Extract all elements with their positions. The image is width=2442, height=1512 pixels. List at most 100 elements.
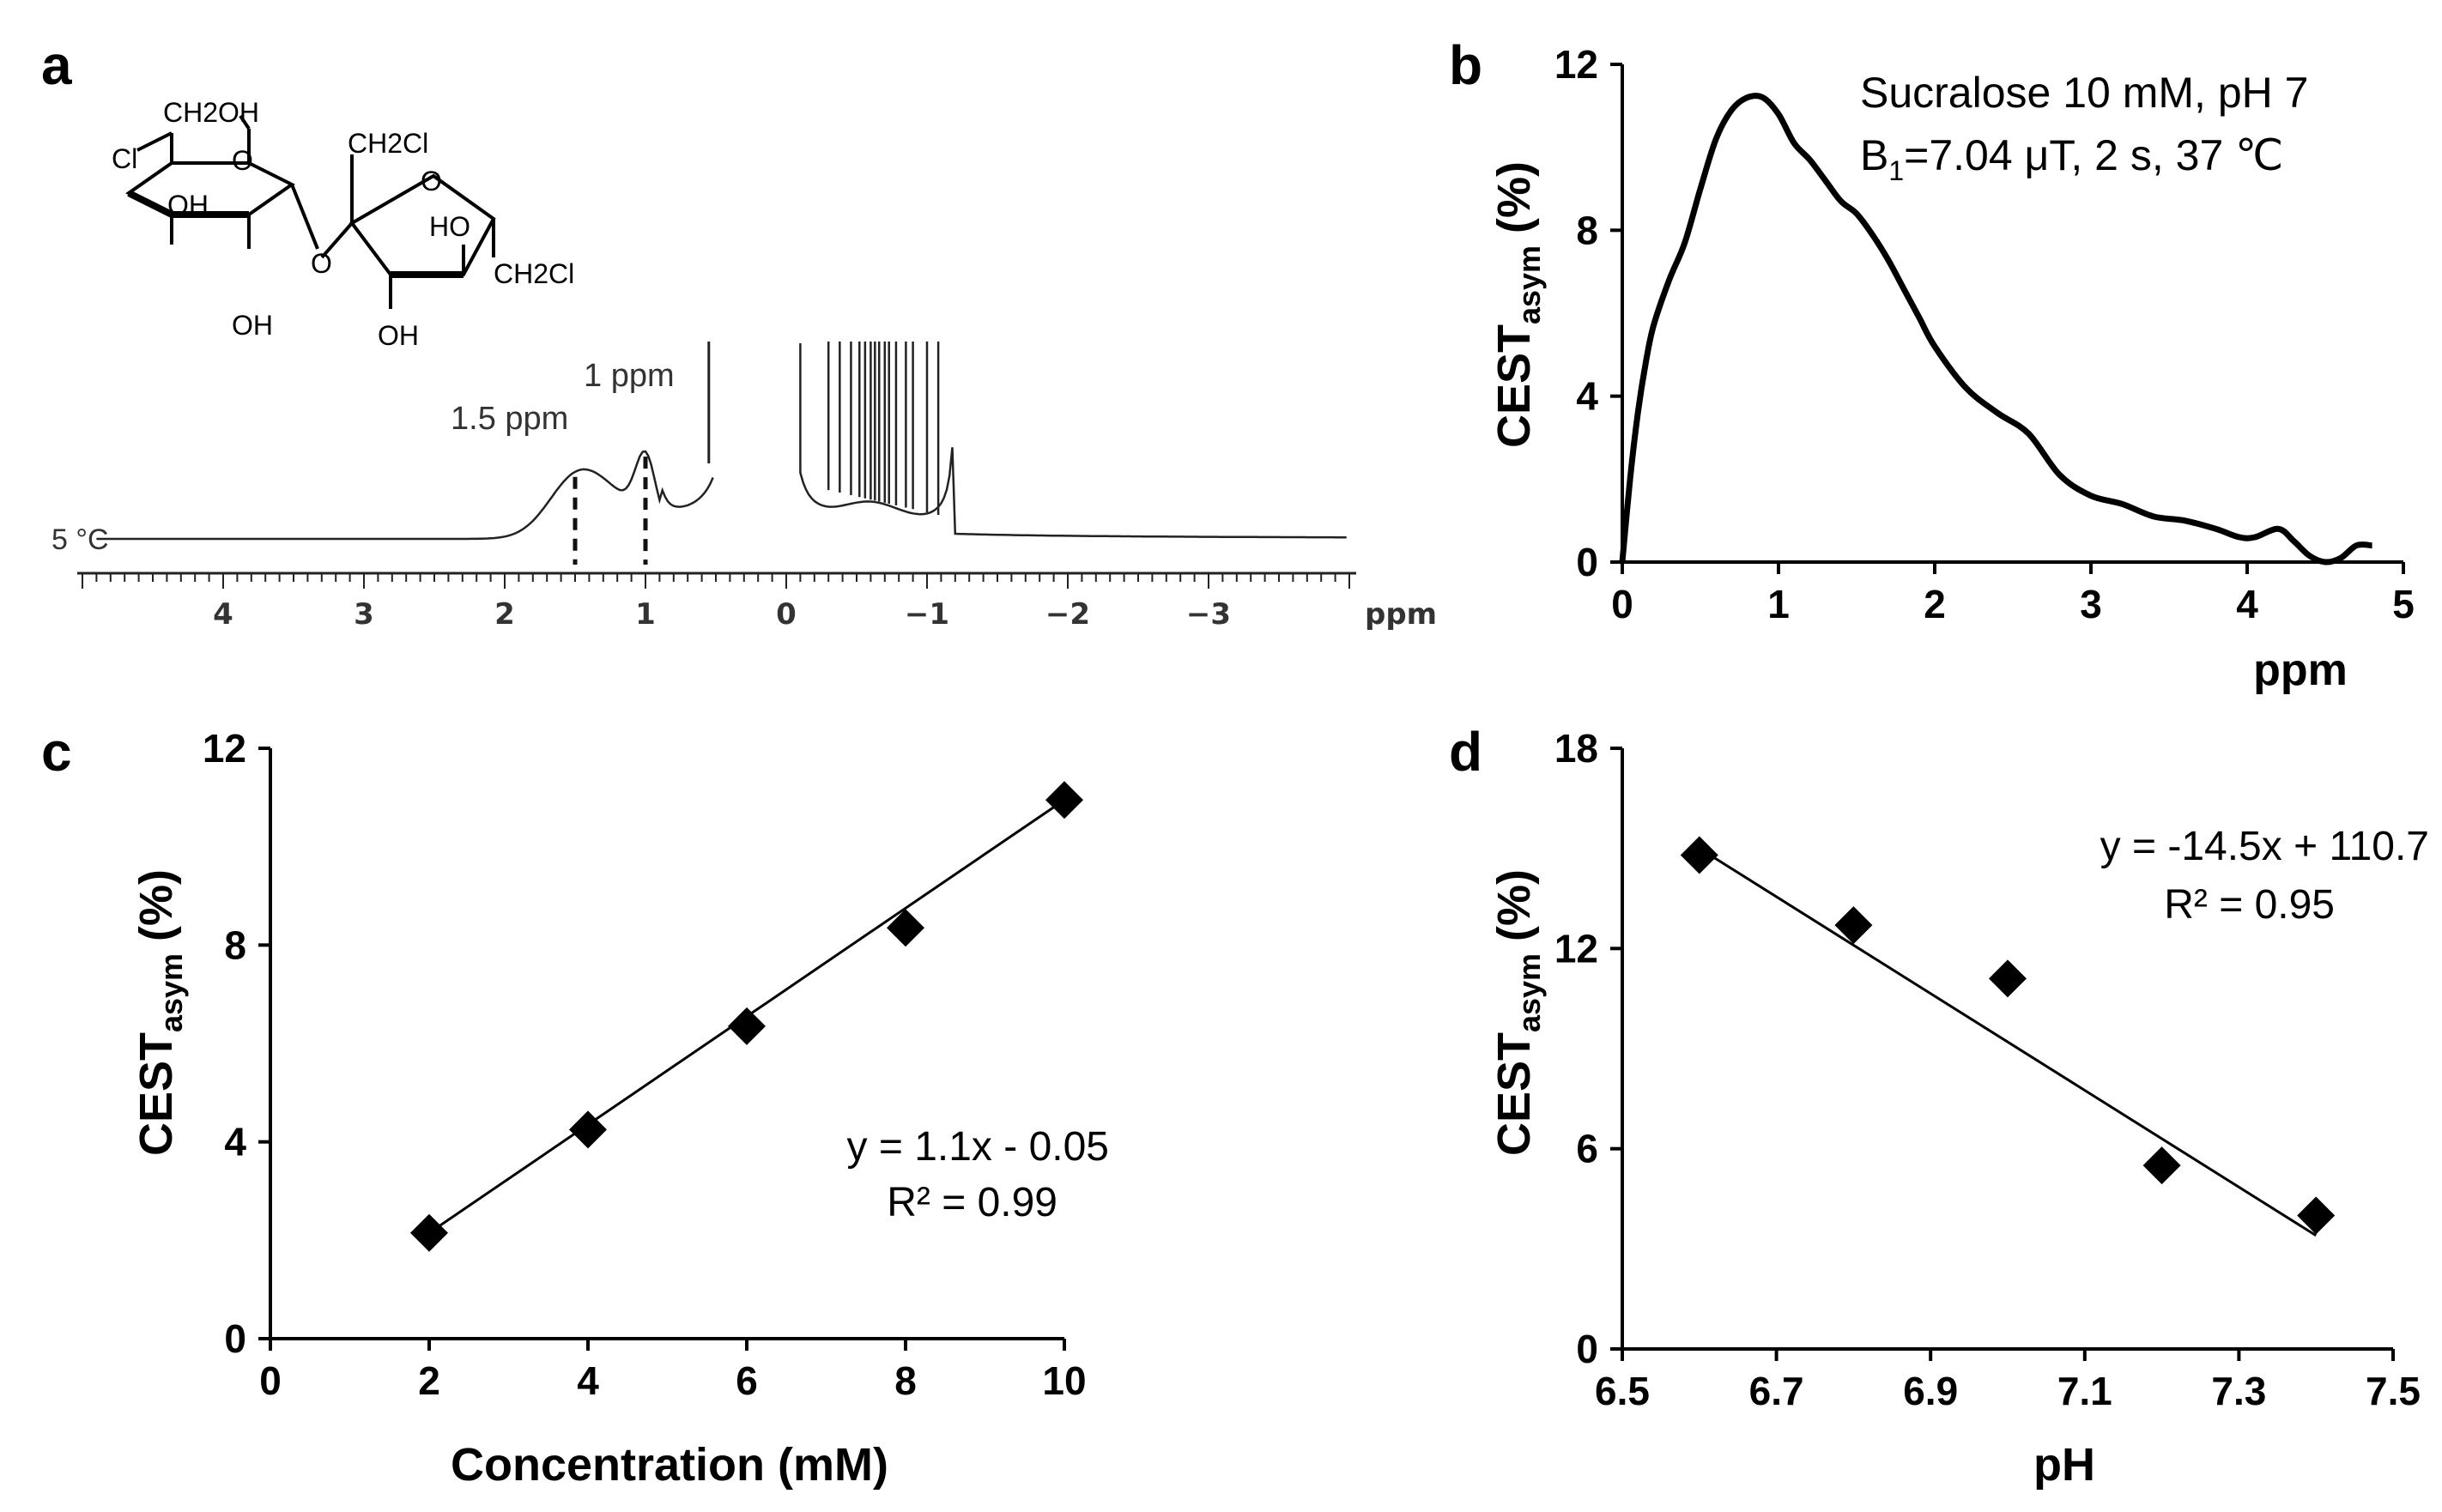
panel-d-data-point xyxy=(1834,906,1873,945)
panel-c-label: c xyxy=(41,721,72,783)
panel-d-ylabel: CESTasym(%) xyxy=(1488,869,1547,1156)
panel-d-points xyxy=(1680,836,2336,1235)
nmr-tick-label: −3 xyxy=(1186,597,1231,632)
struct-oh-3: OH xyxy=(378,320,419,351)
panel-d-x-tick-label: 6.5 xyxy=(1595,1369,1650,1413)
struct-oh-1: OH xyxy=(167,190,209,221)
struct-o-ring-2: O xyxy=(421,166,442,197)
nmr-tick-labels: 4 3 2 1 0 −1 −2 −3 xyxy=(213,597,1231,632)
panel-c-y-tick-label: 8 xyxy=(224,922,246,967)
panel-c-ylabel: CESTasym(%) xyxy=(130,869,189,1156)
pyranose-bonds xyxy=(136,114,319,250)
panel-b-cest-curve xyxy=(1619,93,2372,565)
panel-c-x-tick-label: 8 xyxy=(894,1358,917,1403)
panel-c: c 0 2 4 6 8 10 0 4 8 12 y = 1.1x - 0.05 R² = 0.99… xyxy=(41,721,1109,1491)
panel-d-axes: 6.5 6.7 6.9 7.1 7.3 7.5 0 6 12 18 xyxy=(1554,726,2421,1413)
panel-b-x-tick-label: 4 xyxy=(2236,582,2258,626)
panel-d-x-tick-label: 7.1 xyxy=(2057,1369,2112,1413)
nmr-x-unit: ppm xyxy=(1365,597,1437,632)
struct-ch2oh: CH2OH xyxy=(163,97,259,128)
panel-d-data-point xyxy=(2142,1146,2181,1185)
nmr-spikes xyxy=(707,342,940,515)
panel-c-data-point xyxy=(1045,781,1083,820)
struct-oh-2: OH xyxy=(232,310,273,341)
nmr-peak-label: 1 ppm xyxy=(584,358,675,394)
panel-d-xlabel: pH xyxy=(2033,1439,2095,1491)
glycosidic-bond xyxy=(320,221,354,259)
panel-d-y-tick-label: 18 xyxy=(1554,726,1598,771)
nmr-tick-label: 0 xyxy=(776,597,797,632)
panel-b-x-tick-label: 3 xyxy=(2080,582,2102,626)
panel-d-y-tick-label: 6 xyxy=(1576,1127,1598,1171)
panel-c-x-tick-label: 0 xyxy=(259,1358,282,1403)
panel-d-equation: y = -14.5x + 110.7 xyxy=(2100,824,2429,869)
panel-c-r2: R² = 0.99 xyxy=(887,1180,1057,1225)
panel-c-x-tick-label: 6 xyxy=(736,1358,758,1403)
panel-d-x-tick-label: 7.3 xyxy=(2211,1369,2266,1413)
panel-d-fit-line xyxy=(1699,847,2317,1237)
panel-c-data-point xyxy=(569,1110,607,1149)
panel-a: a CH2OH Cl OH O OH O CH2Cl O HO CH2Cl OH xyxy=(41,34,1437,632)
panel-b-y-tick-label: 0 xyxy=(1576,540,1598,584)
panel-c-x-tick-label: 10 xyxy=(1042,1358,1086,1403)
panel-c-y-tick-label: 0 xyxy=(224,1316,246,1361)
panel-d: d 6.5 6.7 6.9 7.1 7.3 7.5 0 6 12 18 y = -14.5x + … xyxy=(1449,721,2429,1491)
panel-b-x-tick-label: 0 xyxy=(1611,582,1633,626)
panel-b-ylabel: CESTasym(%) xyxy=(1488,161,1547,448)
panel-c-points xyxy=(410,781,1083,1252)
nmr-tick-label: 4 xyxy=(213,597,233,632)
panel-d-data-point xyxy=(2297,1196,2336,1235)
panel-c-x-tick-label: 2 xyxy=(418,1358,440,1403)
panel-c-data-point xyxy=(410,1213,448,1252)
struct-o-ring-1: O xyxy=(232,145,253,176)
panel-c-y-tick-label: 12 xyxy=(203,726,246,771)
panel-d-r2: R² = 0.95 xyxy=(2164,882,2335,928)
struct-ch2cl-1: CH2Cl xyxy=(348,128,428,159)
struct-o-bridge: O xyxy=(311,248,332,279)
nmr-peak-label: 1.5 ppm xyxy=(451,401,568,437)
panel-b-y-tick-label: 12 xyxy=(1554,42,1598,87)
nmr-tick-label: 1 xyxy=(635,597,656,632)
panel-c-x-tick-label: 4 xyxy=(577,1358,599,1403)
panel-c-axes: 0 2 4 6 8 10 0 4 8 12 xyxy=(203,726,1087,1403)
panel-b-xlabel: ppm xyxy=(2253,645,2348,695)
panel-b-label: b xyxy=(1449,34,1482,96)
panel-c-equation: y = 1.1x - 0.05 xyxy=(846,1124,1109,1170)
panel-d-y-tick-label: 0 xyxy=(1576,1327,1598,1371)
furanose-ring xyxy=(349,173,496,276)
panel-b-annotation-1: Sucralose 10 mM, pH 7 xyxy=(1860,69,2308,117)
panel-c-data-point xyxy=(728,1007,766,1045)
nmr-tick-label: −2 xyxy=(1045,597,1090,632)
panel-d-label: d xyxy=(1449,721,1482,783)
nmr-spectrum-line xyxy=(96,343,1347,541)
struct-ho: HO xyxy=(429,211,470,242)
panel-a-label: a xyxy=(41,34,72,96)
struct-cl: Cl xyxy=(112,143,137,174)
panel-d-x-tick-label: 6.7 xyxy=(1749,1369,1804,1413)
nmr-tick-label: −1 xyxy=(905,597,949,632)
nmr-tick-label: 2 xyxy=(494,597,515,632)
panel-c-y-tick-label: 4 xyxy=(224,1120,246,1164)
nmr-tick-label: 3 xyxy=(354,597,374,632)
sucralose-structure xyxy=(125,114,496,309)
struct-ch2cl-2: CH2Cl xyxy=(494,258,574,289)
panel-d-y-tick-label: 12 xyxy=(1554,926,1598,971)
panel-b-annotation-2: B1=7.04 μT, 2 s, 37 ℃ xyxy=(1860,131,2283,186)
panel-b-y-tick-label: 4 xyxy=(1576,374,1598,419)
panel-b-y-tick-label: 8 xyxy=(1576,208,1598,252)
panel-b-x-tick-label: 5 xyxy=(2392,582,2415,626)
panel-b-x-tick-label: 2 xyxy=(1924,582,1946,626)
panel-d-x-tick-label: 7.5 xyxy=(2366,1369,2421,1413)
panel-c-xlabel: Concentration (mM) xyxy=(451,1439,888,1491)
panel-d-data-point xyxy=(1680,836,1718,874)
structure-labels: CH2OH Cl OH O OH O CH2Cl O HO CH2Cl OH xyxy=(112,97,574,351)
furanose-bonds xyxy=(350,154,495,309)
panel-d-data-point xyxy=(1989,959,2027,998)
panel-b-x-tick-label: 1 xyxy=(1767,582,1790,626)
nmr-minor-ticks xyxy=(82,573,1350,589)
nmr-peak-markers: 1.5 ppm 1 ppm xyxy=(451,358,675,565)
panel-d-x-tick-label: 6.9 xyxy=(1903,1369,1958,1413)
